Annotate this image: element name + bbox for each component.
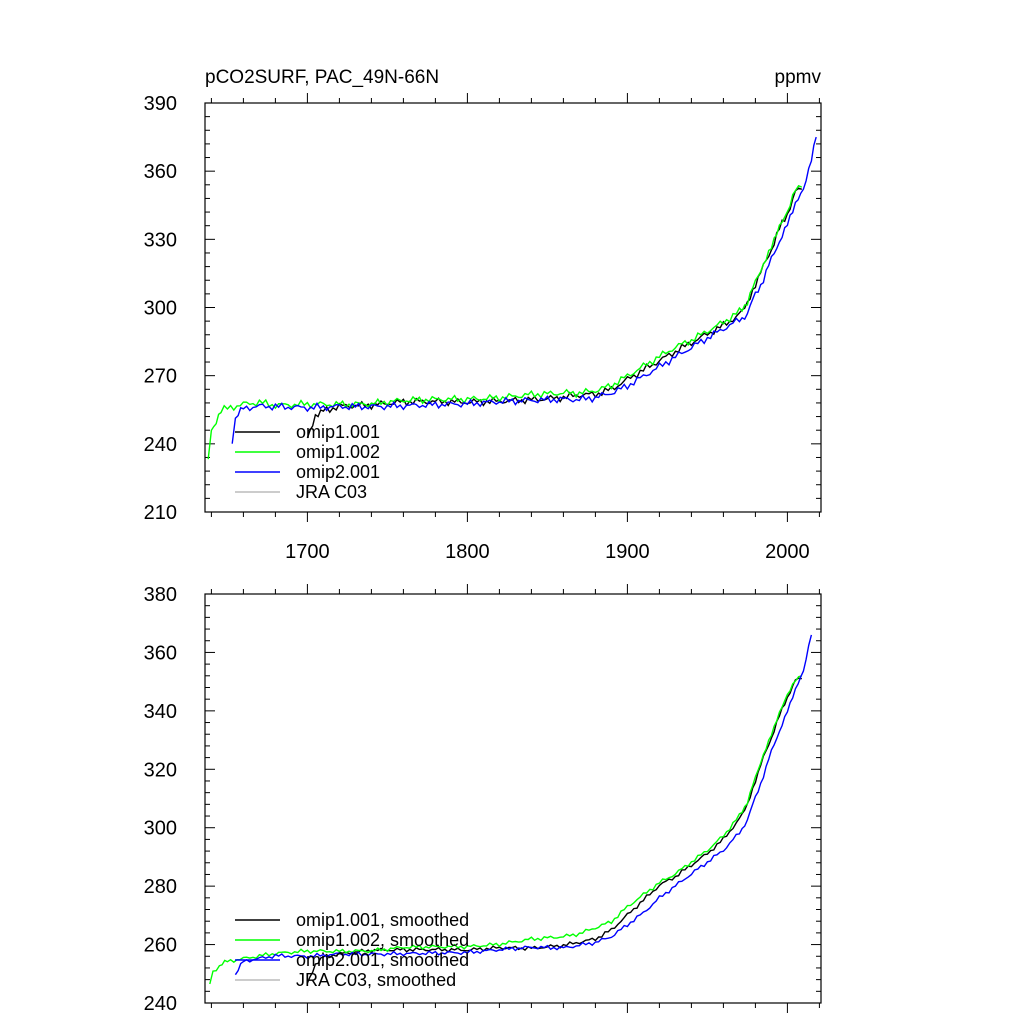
legend-label: omip1.001 bbox=[296, 422, 380, 442]
y-tick-label: 320 bbox=[144, 759, 177, 781]
y-tick-label: 330 bbox=[144, 229, 177, 251]
y-tick-label: 240 bbox=[144, 993, 177, 1015]
y-tick-label: 240 bbox=[144, 434, 177, 456]
plot-frame bbox=[204, 593, 822, 1004]
legend-label: JRA C03 bbox=[296, 482, 367, 502]
y-tick-label: 380 bbox=[144, 584, 177, 606]
chart-title: pCO2SURF, PAC_49N-66N bbox=[205, 67, 439, 88]
legend-label: omip2.001 bbox=[296, 462, 380, 482]
x-tick-label: 2000 bbox=[765, 541, 810, 563]
legend-label: omip1.001, smoothed bbox=[296, 910, 469, 930]
y-tick-label: 300 bbox=[144, 818, 177, 840]
bottom-panel: 240 260 280 300 320 340 360 380 omip1.001, smoot… bbox=[144, 584, 822, 1015]
series-line-3 bbox=[234, 634, 813, 976]
series-line-1 bbox=[306, 677, 802, 984]
y-tick-label: 360 bbox=[144, 161, 177, 183]
x-tick-label: 1800 bbox=[445, 541, 490, 563]
top-panel: 210 240 270 300 330 360 390 1700 1800 1900 2000 pCO… bbox=[144, 67, 822, 563]
y-tick-label: 270 bbox=[144, 366, 177, 388]
x-tick-label: 1900 bbox=[605, 541, 650, 563]
series-line-2 bbox=[207, 184, 803, 460]
y-tick-label: 280 bbox=[144, 876, 177, 898]
y-tick-label: 260 bbox=[144, 935, 177, 957]
y-tick-label: 300 bbox=[144, 298, 177, 320]
legend-label: JRA C03, smoothed bbox=[296, 970, 456, 990]
x-tick-label: 1700 bbox=[285, 541, 330, 563]
series-line-2 bbox=[209, 675, 802, 985]
legend-label: omip1.002, smoothed bbox=[296, 930, 469, 950]
y-tick-label: 360 bbox=[144, 642, 177, 664]
y-tick-label: 390 bbox=[144, 93, 177, 115]
units-label: ppmv bbox=[775, 67, 822, 88]
legend-label: omip2.001, smoothed bbox=[296, 950, 469, 970]
y-tick-label: 210 bbox=[144, 502, 177, 524]
series-line-3 bbox=[231, 136, 817, 444]
legend-label: omip1.002 bbox=[296, 442, 380, 462]
y-tick-label: 340 bbox=[144, 701, 177, 723]
